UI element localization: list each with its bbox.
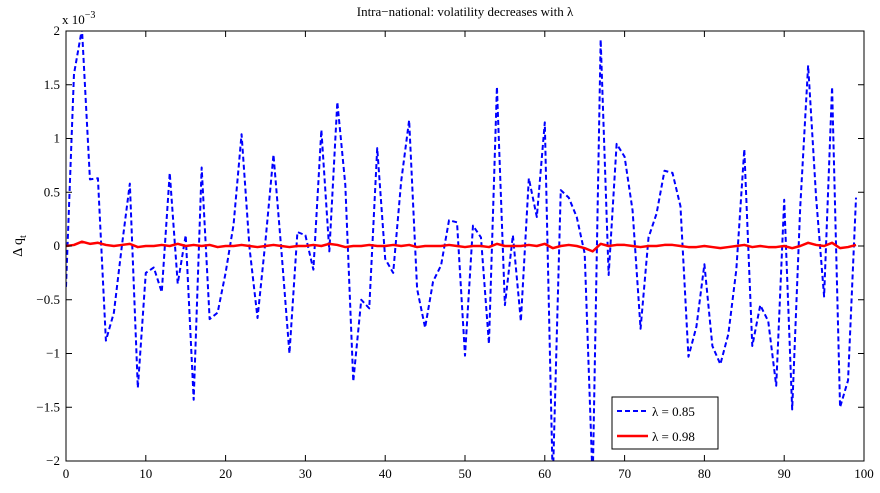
x-tick-label: 30	[299, 466, 312, 481]
y-axis: −2 −1.5 −1 −0.5 0 0.5 1 1.5 2	[36, 23, 864, 468]
chart-title: Intra−national: volatility decreases wit…	[357, 4, 574, 19]
x-tick-label: 70	[618, 466, 631, 481]
x-tick-label: 80	[698, 466, 711, 481]
y-tick-label: 1.5	[44, 77, 60, 92]
y-tick-label: −1	[46, 346, 60, 361]
legend-label-1: λ = 0.98	[652, 429, 695, 444]
x-tick-label: 90	[778, 466, 791, 481]
x-tick-label: 0	[63, 466, 70, 481]
x-tick-label: 100	[854, 466, 874, 481]
chart-legend: λ = 0.85 λ = 0.98	[611, 396, 719, 450]
y-axis-label: Δ qt	[11, 235, 29, 257]
x-tick-label: 50	[459, 466, 472, 481]
y-tick-label: 1	[54, 131, 61, 146]
y-tick-label: −1.5	[36, 399, 60, 414]
x-tick-label: 10	[139, 466, 152, 481]
y-tick-label: −0.5	[36, 292, 60, 307]
y-axis-label-subscript: t	[18, 235, 29, 238]
series-layer	[66, 31, 858, 461]
series-line-1	[66, 240, 857, 253]
y-exponent-label: x 10−3	[62, 10, 95, 27]
y-tick-label: −2	[46, 453, 60, 468]
y-tick-label: 0	[54, 238, 61, 253]
legend-box	[611, 396, 719, 450]
x-axis: 0 10 20 30 40 50 60 70 80 90 100	[63, 31, 874, 481]
legend-label-0: λ = 0.85	[652, 404, 695, 419]
y-tick-label: 0.5	[44, 184, 60, 199]
x-tick-label: 20	[219, 466, 232, 481]
y-tick-label: 2	[54, 23, 61, 38]
x-tick-label: 40	[379, 466, 392, 481]
y-exponent-power: −3	[85, 10, 96, 21]
x-tick-label: 60	[538, 466, 551, 481]
